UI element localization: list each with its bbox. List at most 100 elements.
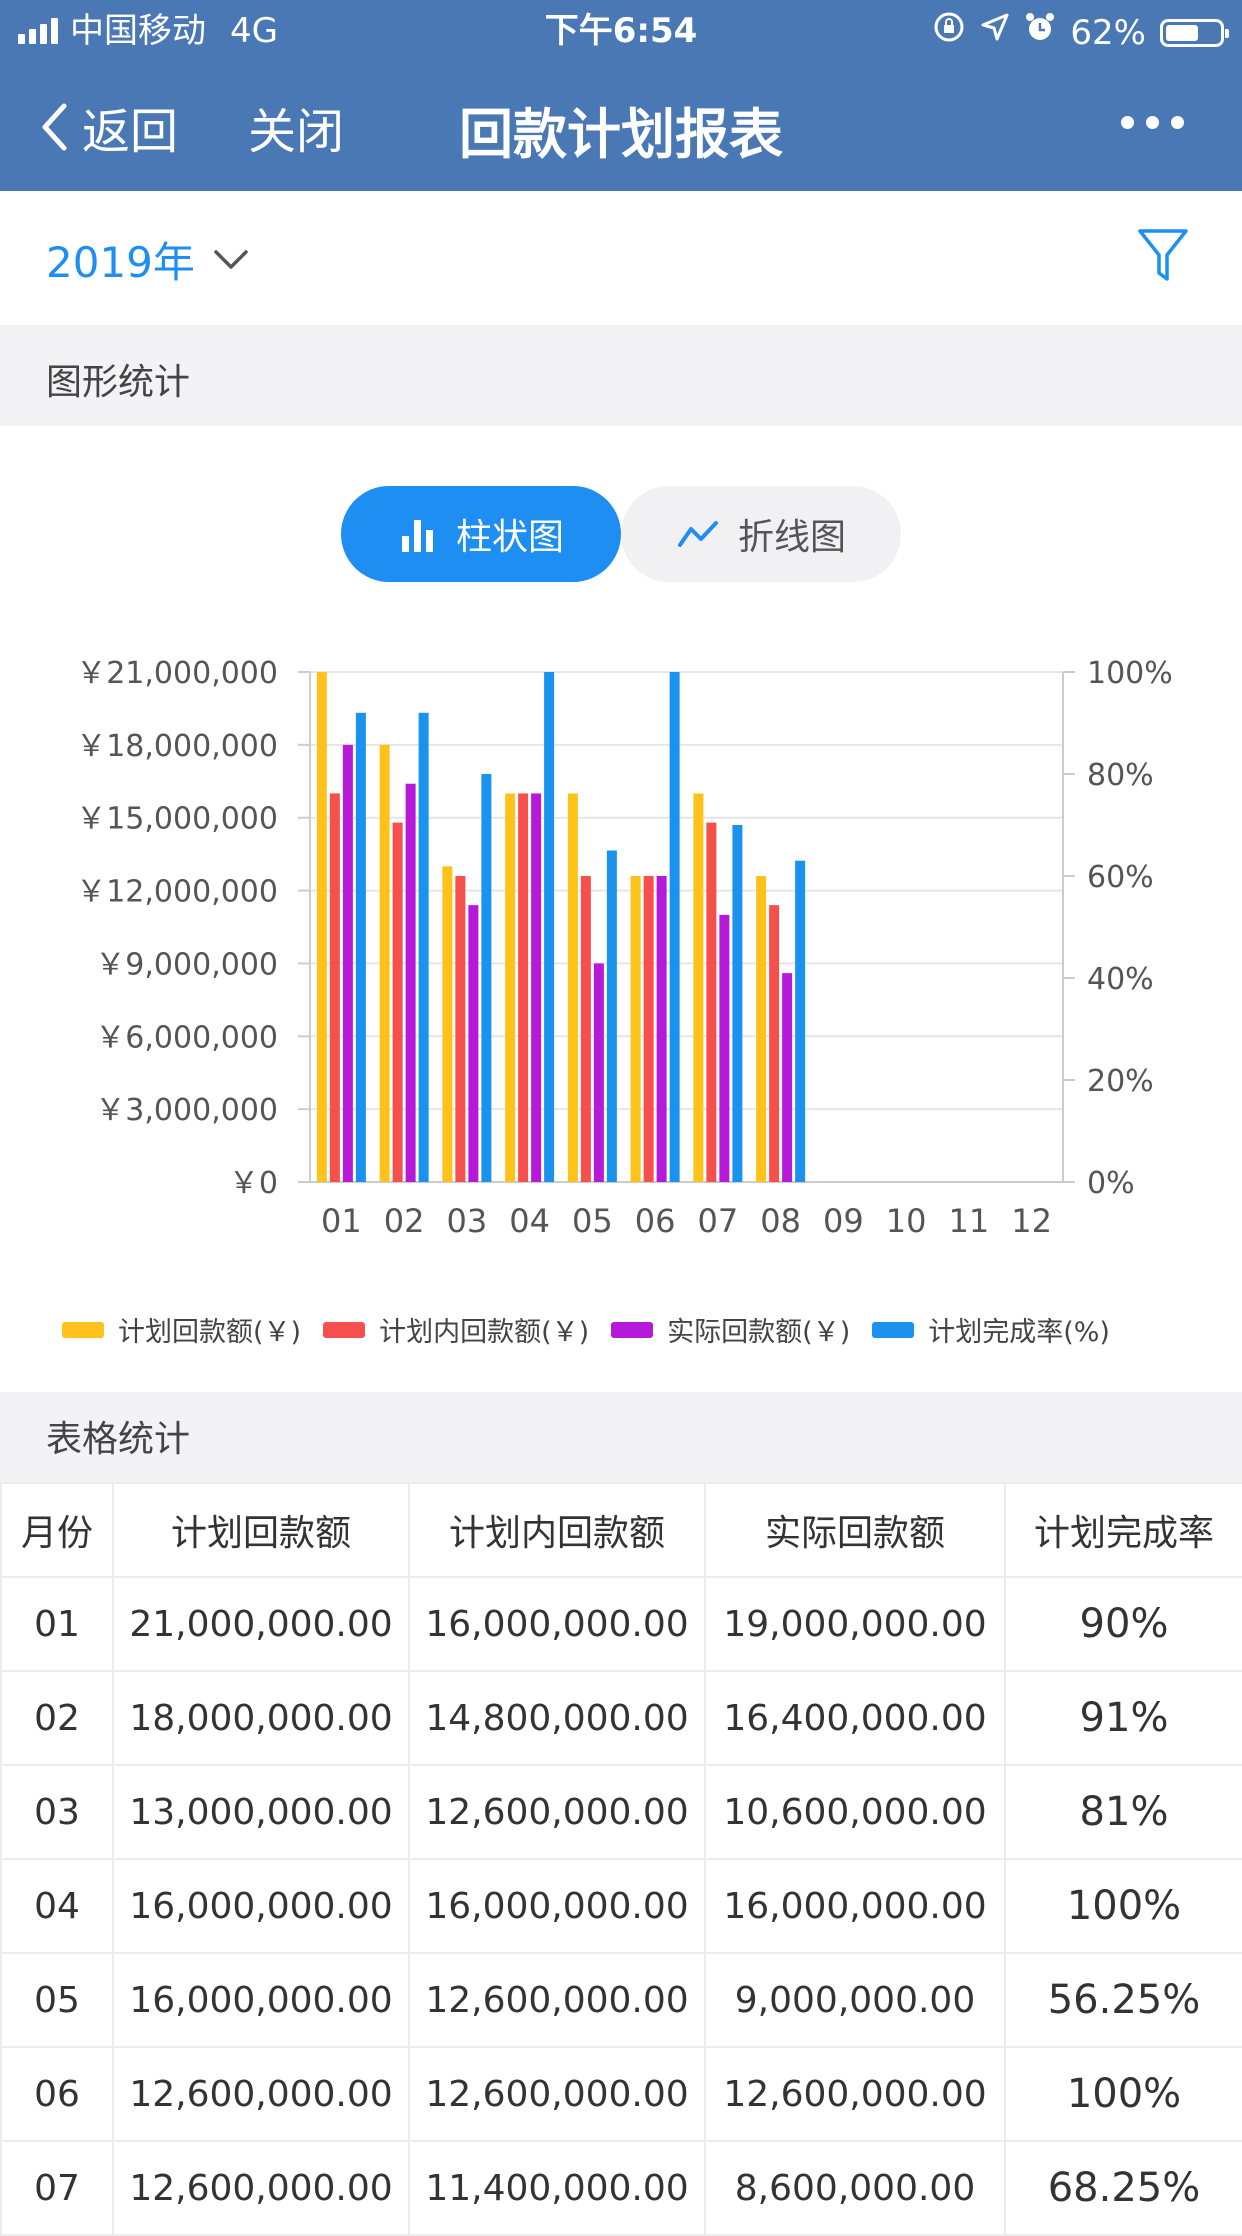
table-header-cell[interactable]: 实际回款额 xyxy=(704,1482,1006,1578)
x-axis-tick-label: 02 xyxy=(384,1202,425,1240)
table-cell: 12,600,000.00 xyxy=(408,2046,706,2142)
bar-4-08 xyxy=(795,860,806,1182)
bar-3-03 xyxy=(468,905,479,1182)
table-cell: 12,600,000.00 xyxy=(704,2046,1006,2142)
table-cell: 16,000,000.00 xyxy=(112,1858,410,1954)
bar-1-06 xyxy=(630,876,641,1182)
table-row: 06 12,600,000.00 12,600,000.00 12,600,000.0… xyxy=(0,2046,1242,2142)
left-axis-tick-label: ￥0 xyxy=(229,1166,278,1201)
bar-2-05 xyxy=(580,876,591,1182)
x-axis-tick-label: 07 xyxy=(698,1202,739,1240)
x-axis-tick-label: 05 xyxy=(572,1202,613,1240)
table-cell: 05 xyxy=(0,1952,114,2048)
bar-chart: ￥0 ￥3,000,000 ￥6,000,000 ￥9,000,000 ￥12,000,… xyxy=(76,656,1173,1240)
left-axis-tick-label: ￥3,000,000 xyxy=(95,1093,278,1128)
x-axis-tick-label: 09 xyxy=(823,1202,864,1240)
bar-2-02 xyxy=(392,822,403,1182)
bar-chart-icon xyxy=(401,520,433,552)
table-cell: 01 xyxy=(0,1576,114,1672)
table-cell: 12,600,000.00 xyxy=(112,2046,410,2142)
table-section-header: 表格统计 xyxy=(0,1392,1242,1482)
legend-swatch xyxy=(323,1321,366,1338)
bar-2-01 xyxy=(329,793,340,1182)
x-axis-tick-label: 08 xyxy=(760,1202,801,1240)
bar-1-03 xyxy=(442,866,453,1182)
bar-4-07 xyxy=(732,825,743,1182)
tab-line-chart-label: 折线图 xyxy=(737,517,846,558)
chevron-left-icon xyxy=(42,103,67,151)
year-selector[interactable]: 2019年 xyxy=(46,229,249,290)
table-header-cell[interactable]: 月份 xyxy=(0,1482,114,1578)
more-icon[interactable] xyxy=(1121,116,1184,129)
table-cell: 16,000,000.00 xyxy=(112,1952,410,2048)
tab-line-chart[interactable]: 折线图 xyxy=(621,486,901,582)
table-header-cell[interactable]: 计划完成率 xyxy=(1004,1482,1242,1578)
table-cell: 8,600,000.00 xyxy=(704,2140,1006,2236)
table-cell: 12,600,000.00 xyxy=(408,1952,706,2048)
table-row: 07 12,600,000.00 11,400,000.00 8,600,000.00… xyxy=(0,2140,1242,2236)
table-row: 02 18,000,000.00 14,800,000.00 16,400,000.0… xyxy=(0,1670,1242,1766)
filter-icon[interactable] xyxy=(1136,227,1190,289)
bar-1-07 xyxy=(693,793,704,1182)
legend-item[interactable]: 计划完成率(%) xyxy=(872,1310,1110,1349)
legend-item[interactable]: 计划内回款额(￥) xyxy=(323,1310,589,1349)
bar-3-04 xyxy=(531,793,542,1182)
table-cell: 13,000,000.00 xyxy=(112,1764,410,1860)
table-cell: 81% xyxy=(1004,1764,1242,1860)
table-cell: 68.25% xyxy=(1004,2140,1242,2236)
bar-4-05 xyxy=(606,850,617,1182)
bar-4-06 xyxy=(669,672,680,1182)
bar-1-04 xyxy=(505,793,516,1182)
legend-label: 计划回款额(￥) xyxy=(118,1317,302,1348)
table-cell: 02 xyxy=(0,1670,114,1766)
table-section-title: 表格统计 xyxy=(46,1419,191,1460)
table-cell: 03 xyxy=(0,1764,114,1860)
table-cell: 56.25% xyxy=(1004,1952,1242,2048)
bar-4-03 xyxy=(481,774,492,1182)
nav-bar: 返回 关闭 回款计划报表 xyxy=(0,62,1242,191)
table-cell: 16,000,000.00 xyxy=(408,1576,706,1672)
back-button[interactable]: 返回 xyxy=(40,92,178,162)
bar-4-02 xyxy=(418,712,429,1182)
bar-3-08 xyxy=(782,973,793,1182)
tab-bar-chart[interactable]: 柱状图 xyxy=(341,486,621,582)
table-header-cell[interactable]: 计划内回款额 xyxy=(408,1482,706,1578)
chart-section-title: 图形统计 xyxy=(46,362,191,403)
bar-2-08 xyxy=(769,905,780,1182)
bar-1-08 xyxy=(756,876,767,1182)
table-row: 05 16,000,000.00 12,600,000.00 9,000,000.00… xyxy=(0,1952,1242,2048)
bar-2-04 xyxy=(518,793,529,1182)
bar-1-01 xyxy=(316,672,327,1182)
line-chart-icon xyxy=(677,521,718,547)
legend-label: 实际回款额(￥) xyxy=(667,1317,851,1348)
left-axis-tick-label: ￥18,000,000 xyxy=(76,729,278,764)
x-axis-tick-label: 04 xyxy=(509,1202,550,1240)
orientation-lock-icon xyxy=(932,10,966,56)
status-time: 下午6:54 xyxy=(544,11,698,51)
chevron-down-icon xyxy=(214,249,248,269)
tab-bar-chart-label: 柱状图 xyxy=(455,517,564,558)
stats-table: 月份 计划回款额 计划内回款额 实际回款额 计划完成率 01 21,000,000.00 1… xyxy=(0,1482,1242,2236)
x-axis-tick-label: 01 xyxy=(321,1202,362,1240)
table-cell: 12,600,000.00 xyxy=(112,2140,410,2236)
table-cell: 100% xyxy=(1004,2046,1242,2142)
x-axis-tick-label: 06 xyxy=(635,1202,676,1240)
bar-4-04 xyxy=(544,672,555,1182)
table-cell: 07 xyxy=(0,2140,114,2236)
legend-item[interactable]: 计划回款额(￥) xyxy=(62,1310,301,1349)
x-axis-tick-label: 12 xyxy=(1011,1202,1052,1240)
right-axis-tick-label: 100% xyxy=(1087,656,1173,691)
left-axis-tick-label: ￥12,000,000 xyxy=(76,875,278,910)
x-axis-tick-label: 11 xyxy=(949,1202,990,1240)
network-type: 4G xyxy=(230,11,278,51)
bar-3-06 xyxy=(656,876,667,1182)
close-button[interactable]: 关闭 xyxy=(248,104,345,160)
table-cell: 06 xyxy=(0,2046,114,2142)
legend-item[interactable]: 实际回款额(￥) xyxy=(611,1310,850,1349)
battery-percent: 62% xyxy=(1070,13,1146,53)
legend-swatch xyxy=(611,1321,654,1338)
table-cell: 21,000,000.00 xyxy=(112,1576,410,1672)
table-cell: 18,000,000.00 xyxy=(112,1670,410,1766)
table-header-cell[interactable]: 计划回款额 xyxy=(112,1482,410,1578)
filter-bar: 2019年 xyxy=(0,191,1242,325)
